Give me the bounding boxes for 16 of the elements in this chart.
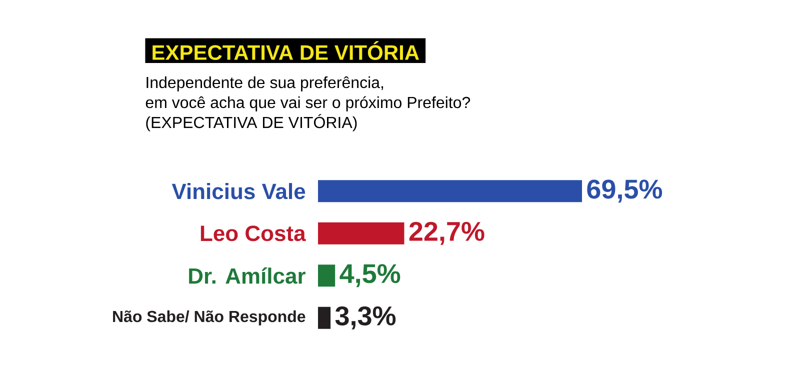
data-label: 69,5% — [587, 180, 662, 203]
y-tick-label: Dr. Amílcar — [189, 267, 306, 284]
text: em você acha que vai ser o próximo Prefeito? — [146, 96, 470, 112]
y-tick-label: Vinicius Vale — [172, 183, 306, 200]
bar — [318, 306, 331, 329]
data-label: 3,3% — [335, 306, 396, 330]
chart-subtitle: Independente de sua preferência, — [146, 76, 384, 92]
text: (EXPECTATIVA DE VITÓRIA) — [146, 114, 357, 132]
data-label: 4,5% — [340, 264, 400, 288]
data-label: 22,7% — [409, 222, 484, 245]
bar — [318, 180, 582, 202]
bar — [318, 264, 336, 287]
y-tick-label: Não Sabe/ Não Responde — [113, 310, 306, 326]
chart-title: EXPECTATIVA DE VITÓRIA — [152, 41, 420, 60]
bar — [318, 222, 404, 244]
y-tick-label: Leo Costa — [200, 226, 306, 242]
